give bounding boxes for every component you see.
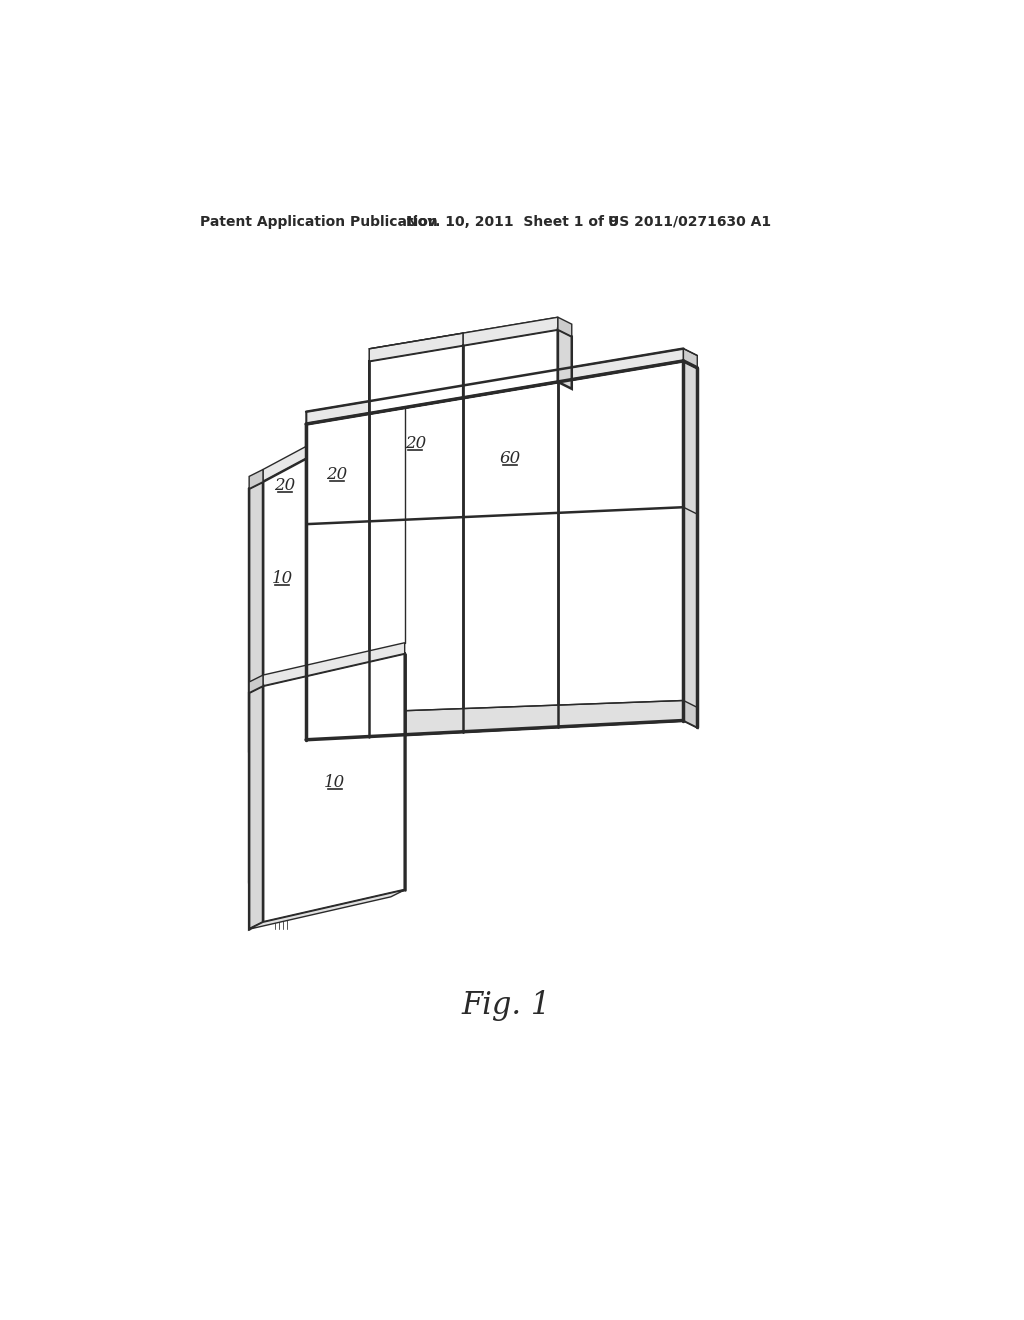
Polygon shape — [683, 701, 697, 727]
Polygon shape — [249, 482, 263, 751]
Polygon shape — [683, 360, 697, 727]
Text: 10: 10 — [271, 569, 293, 586]
Text: 60: 60 — [500, 450, 521, 467]
Polygon shape — [463, 317, 558, 346]
Polygon shape — [249, 470, 263, 488]
Polygon shape — [683, 348, 697, 368]
Polygon shape — [463, 330, 558, 397]
Polygon shape — [263, 446, 306, 482]
Polygon shape — [249, 675, 263, 693]
Polygon shape — [306, 360, 683, 739]
Polygon shape — [306, 701, 683, 739]
Polygon shape — [263, 459, 306, 743]
Text: US 2011/0271630 A1: US 2011/0271630 A1 — [608, 215, 771, 228]
Polygon shape — [249, 851, 306, 887]
Text: 20: 20 — [327, 466, 347, 483]
Polygon shape — [306, 348, 683, 424]
Polygon shape — [263, 653, 404, 923]
Polygon shape — [249, 686, 263, 929]
Polygon shape — [263, 459, 306, 875]
Polygon shape — [558, 330, 571, 389]
Text: Fig. 1: Fig. 1 — [462, 990, 551, 1020]
Text: Patent Application Publication: Patent Application Publication — [200, 215, 437, 228]
Text: Nov. 10, 2011  Sheet 1 of 9: Nov. 10, 2011 Sheet 1 of 9 — [407, 215, 618, 228]
Polygon shape — [249, 482, 263, 882]
Polygon shape — [370, 333, 463, 362]
Polygon shape — [558, 317, 571, 337]
Polygon shape — [370, 346, 463, 413]
Polygon shape — [263, 643, 404, 686]
Text: 20: 20 — [274, 477, 295, 494]
Text: 10: 10 — [324, 774, 345, 791]
Text: 20: 20 — [404, 434, 426, 451]
Polygon shape — [249, 890, 404, 929]
